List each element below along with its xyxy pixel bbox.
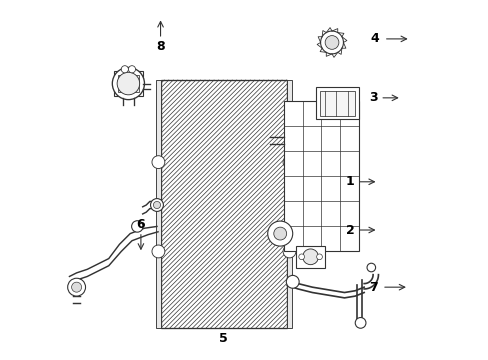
Circle shape	[131, 221, 143, 232]
Circle shape	[354, 318, 365, 328]
Circle shape	[273, 227, 286, 240]
Circle shape	[285, 275, 299, 288]
Bar	[114, 71, 142, 96]
Circle shape	[112, 67, 144, 100]
Text: 2: 2	[345, 224, 353, 237]
Bar	[118, 75, 139, 93]
Circle shape	[67, 278, 85, 296]
Circle shape	[298, 254, 304, 260]
Circle shape	[283, 156, 295, 168]
Bar	[160, 80, 287, 328]
Circle shape	[267, 221, 292, 246]
Circle shape	[325, 36, 338, 49]
Bar	[156, 80, 160, 328]
Circle shape	[128, 66, 135, 73]
Text: 4: 4	[370, 32, 379, 45]
Bar	[319, 91, 354, 116]
Circle shape	[152, 156, 164, 168]
Bar	[283, 102, 358, 251]
Circle shape	[302, 249, 318, 265]
Text: 3: 3	[368, 91, 377, 104]
Circle shape	[121, 66, 128, 73]
Circle shape	[71, 282, 81, 292]
Text: 8: 8	[156, 40, 164, 53]
Circle shape	[153, 202, 160, 208]
Text: 1: 1	[345, 175, 353, 188]
Text: 5: 5	[218, 333, 227, 346]
Bar	[315, 87, 358, 119]
Circle shape	[320, 31, 343, 54]
Circle shape	[366, 263, 375, 272]
Circle shape	[152, 245, 164, 258]
Circle shape	[283, 245, 295, 258]
Circle shape	[117, 72, 140, 95]
Circle shape	[316, 254, 322, 260]
Text: 6: 6	[136, 218, 145, 231]
Bar	[296, 246, 324, 267]
Circle shape	[150, 199, 163, 211]
Bar	[287, 80, 291, 328]
Text: 7: 7	[368, 281, 377, 294]
